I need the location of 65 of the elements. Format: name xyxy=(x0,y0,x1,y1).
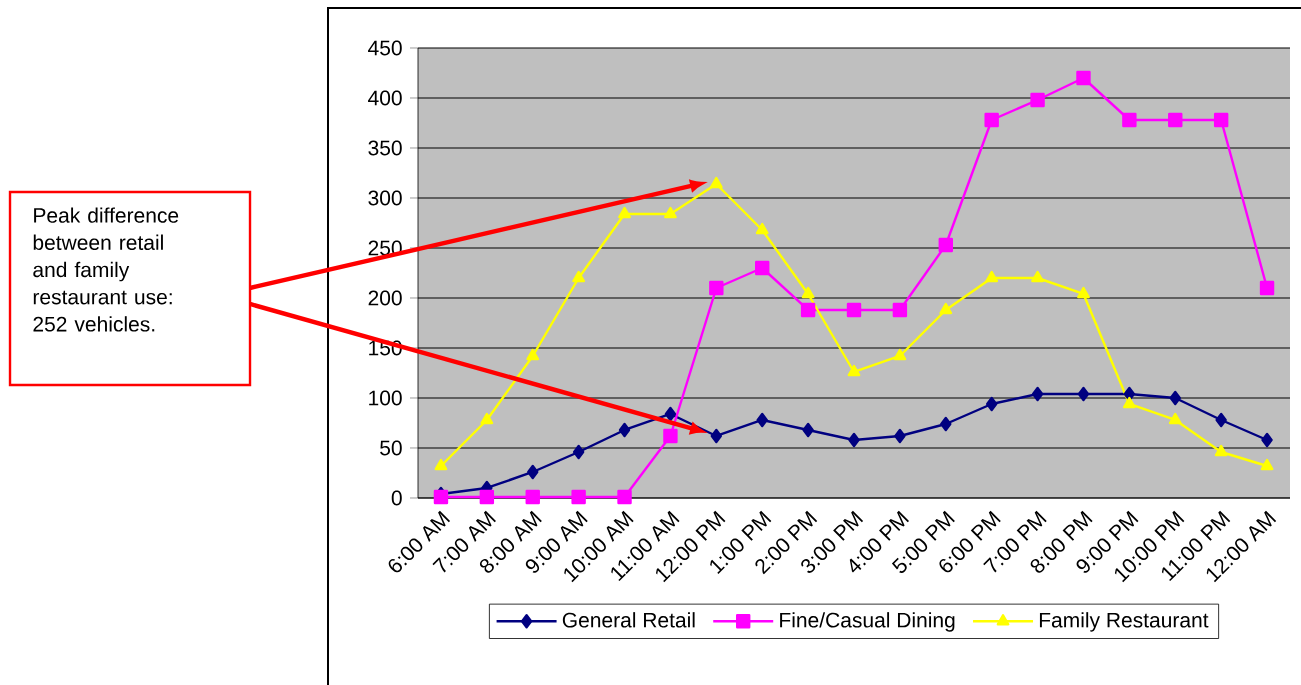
point xyxy=(572,270,586,283)
point xyxy=(1168,112,1183,128)
point xyxy=(1076,70,1091,86)
point xyxy=(1260,458,1274,471)
y-tick-label: 100 xyxy=(369,390,402,406)
point xyxy=(571,489,586,505)
point xyxy=(1031,386,1044,402)
point xyxy=(1122,396,1136,409)
y-tick-label: 400 xyxy=(368,90,402,106)
point xyxy=(847,364,861,377)
legend-label: Fine/Casual Dining xyxy=(780,612,955,632)
point xyxy=(846,302,862,318)
point xyxy=(525,489,540,505)
point xyxy=(709,176,723,189)
point xyxy=(664,206,677,219)
point xyxy=(800,302,816,318)
point xyxy=(1077,386,1090,402)
point xyxy=(1169,390,1181,406)
point xyxy=(480,412,494,425)
point xyxy=(1215,412,1227,428)
point xyxy=(756,412,768,428)
point xyxy=(709,280,724,296)
y-tick-label: 450 xyxy=(368,40,402,56)
point xyxy=(663,428,678,444)
y-tick-label: 50 xyxy=(380,440,402,456)
point xyxy=(664,406,677,422)
point xyxy=(1168,412,1182,425)
point xyxy=(892,302,908,318)
point xyxy=(755,222,769,235)
point xyxy=(801,286,815,299)
text: Peak difference between retail and family restaurant use: 252 vehicles. xyxy=(33,207,179,332)
point xyxy=(618,206,631,219)
point xyxy=(1214,444,1228,457)
point xyxy=(985,396,998,412)
point xyxy=(940,416,952,432)
point xyxy=(848,432,860,448)
legend-label: Family Restaurant xyxy=(1039,612,1209,632)
point xyxy=(984,112,999,128)
point xyxy=(755,260,770,276)
point xyxy=(572,444,585,460)
point xyxy=(1213,112,1229,128)
point xyxy=(527,464,539,480)
point xyxy=(434,458,448,471)
point xyxy=(710,428,723,444)
point xyxy=(1031,270,1044,283)
point xyxy=(985,270,999,283)
point xyxy=(939,302,953,315)
point xyxy=(618,422,631,438)
y-tick-label: 0 xyxy=(391,490,402,506)
legend-label: General Retail xyxy=(562,612,695,628)
point xyxy=(1077,286,1090,299)
point xyxy=(617,489,632,505)
point xyxy=(1261,432,1273,448)
y-tick-label: 200 xyxy=(368,290,402,306)
point xyxy=(526,348,540,361)
point xyxy=(479,489,495,505)
point xyxy=(938,237,953,253)
y-tick-label: 300 xyxy=(368,190,402,206)
point xyxy=(1030,92,1045,108)
point xyxy=(1259,280,1275,296)
point xyxy=(893,348,907,361)
point xyxy=(1122,112,1137,128)
point xyxy=(802,422,814,438)
point xyxy=(894,428,906,444)
y-tick-label: 350 xyxy=(368,140,402,156)
